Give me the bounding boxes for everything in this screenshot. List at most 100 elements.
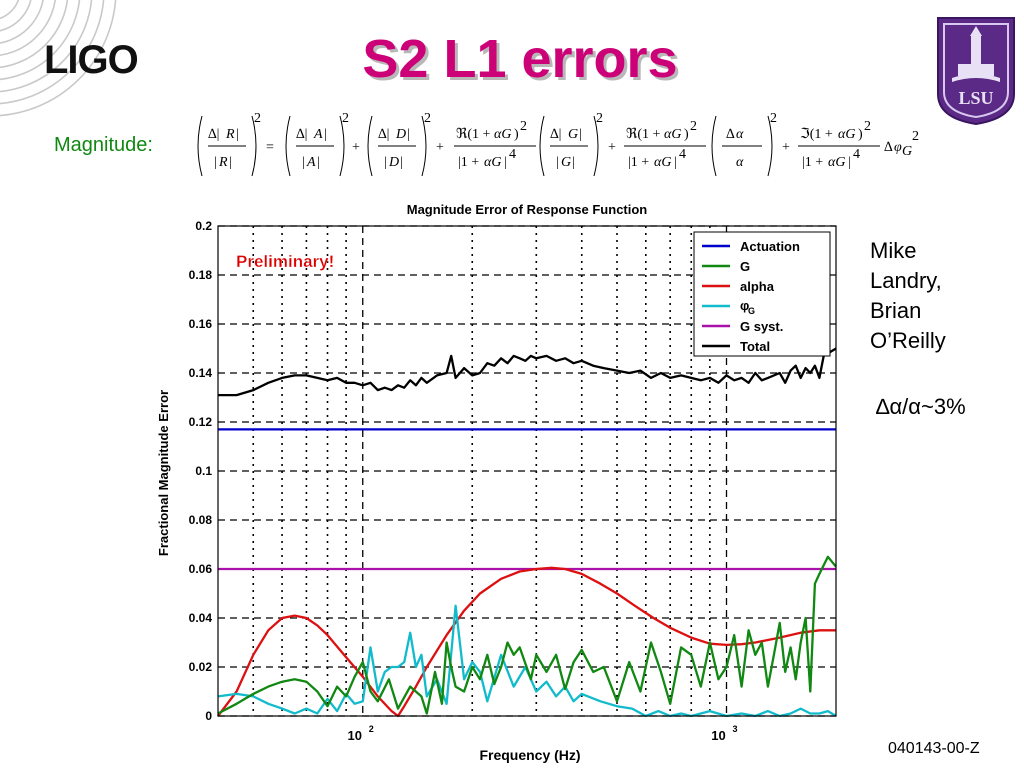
svg-text:|: | — [324, 127, 327, 142]
svg-text:|: | — [407, 127, 410, 142]
y-tick-label: 0.14 — [189, 366, 213, 380]
magnitude-label: Magnitude: — [54, 134, 153, 156]
y-tick-label: 0.16 — [189, 317, 213, 331]
legend-label: φ — [740, 298, 749, 313]
y-tick-label: 0.08 — [189, 513, 213, 527]
svg-text:∆: ∆ — [884, 140, 893, 155]
y-tick-label: 0.2 — [195, 219, 212, 233]
svg-text:ℑ(1 +: ℑ(1 + — [800, 127, 833, 142]
legend-label: Actuation — [740, 239, 800, 254]
svg-text:+: + — [608, 140, 616, 155]
svg-text:2: 2 — [424, 111, 431, 126]
svg-text:2: 2 — [342, 111, 349, 126]
svg-text:αG: αG — [828, 155, 845, 170]
svg-text:+: + — [436, 140, 444, 155]
slide-title: S2 L1 errors — [362, 29, 678, 89]
svg-text:∆|: ∆| — [550, 127, 561, 142]
lsu-seal-icon: LSU — [937, 17, 1015, 126]
series-line-total — [218, 347, 837, 397]
svg-text:|: | — [400, 155, 403, 170]
svg-text:|1 +: |1 + — [802, 155, 823, 170]
y-tick-label: 0.02 — [189, 660, 213, 674]
svg-text:|: | — [317, 155, 320, 170]
legend-label: Total — [740, 339, 770, 354]
author-line: Mike — [870, 238, 917, 263]
svg-text:|: | — [229, 155, 232, 170]
svg-text:): ) — [858, 127, 863, 142]
svg-text:4: 4 — [679, 147, 686, 162]
author-line: Landry, — [870, 268, 942, 293]
y-tick-labels: 0 0.02 0.04 0.06 0.08 0.1 0.12 0.14 0.16 0.18 0.2 — [189, 219, 213, 723]
svg-text:+: + — [352, 140, 360, 155]
series-line--g — [217, 604, 837, 718]
svg-text:G: G — [902, 144, 912, 159]
svg-text:4: 4 — [853, 147, 860, 162]
svg-text:R: R — [225, 127, 235, 142]
chart-title: Magnitude Error of Response Function — [407, 202, 648, 217]
svg-text:∆|: ∆| — [378, 127, 389, 142]
svg-text:2: 2 — [254, 111, 261, 126]
series-line-alpha — [217, 566, 836, 718]
svg-text:2: 2 — [690, 119, 697, 134]
svg-text:∆: ∆ — [726, 127, 735, 142]
svg-text:αG: αG — [654, 155, 671, 170]
y-tick-label: 0.04 — [189, 611, 213, 625]
y-axis-label: Fractional Magnitude Error — [156, 390, 171, 556]
authors: Mike Landry, Brian O’Reilly — [870, 236, 946, 356]
svg-text:G: G — [568, 127, 578, 142]
svg-text:|: | — [302, 155, 305, 170]
series-line-g — [217, 555, 837, 715]
legend-label: G — [740, 259, 750, 274]
preliminary-annotation: Preliminary! — [236, 252, 334, 271]
svg-text:=: = — [266, 140, 274, 155]
svg-text:G: G — [561, 155, 571, 170]
svg-text:αG: αG — [484, 155, 501, 170]
author-line: O’Reilly — [870, 328, 946, 353]
svg-text:2: 2 — [864, 119, 871, 134]
x-tick-exponent: 2 — [369, 724, 374, 734]
svg-text:α: α — [736, 127, 744, 142]
document-code: 040143-00-Z — [888, 740, 980, 757]
y-tick-label: 0 — [205, 709, 212, 723]
svg-text:|: | — [572, 155, 575, 170]
ligo-logo: LIGO — [44, 38, 139, 82]
svg-text:R: R — [218, 155, 228, 170]
y-tick-label: 0.06 — [189, 562, 213, 576]
svg-text:ℜ(1 +: ℜ(1 + — [626, 127, 661, 142]
legend-label: alpha — [740, 279, 775, 294]
svg-text:): ) — [684, 127, 689, 142]
svg-text:ℜ(1 +: ℜ(1 + — [456, 127, 491, 142]
legend-label-subscript: G — [748, 306, 755, 316]
seal-text: LSU — [958, 88, 993, 108]
svg-text:A: A — [313, 127, 323, 142]
svg-text:D: D — [388, 155, 399, 170]
y-tick-label: 0.1 — [195, 464, 212, 478]
legend-label: G syst. — [740, 319, 783, 334]
magnitude-error-chart: Magnitude Error of Response Function Fra… — [156, 202, 837, 763]
plot-frame — [217, 225, 837, 717]
x-tick-labels: 10 2 10 3 — [348, 724, 738, 743]
svg-text:+: + — [782, 140, 790, 155]
svg-text:|: | — [236, 127, 239, 142]
svg-text:2: 2 — [770, 111, 777, 126]
svg-text:|1 +: |1 + — [628, 155, 649, 170]
legend-box — [693, 231, 831, 357]
svg-text:|: | — [848, 155, 851, 170]
svg-text:φ: φ — [894, 140, 902, 155]
svg-text:∆|: ∆| — [208, 127, 219, 142]
svg-text:|: | — [384, 155, 387, 170]
svg-text:αG: αG — [664, 127, 681, 142]
svg-text:): ) — [514, 127, 519, 142]
x-tick-label: 10 — [348, 728, 362, 743]
svg-text:|: | — [674, 155, 677, 170]
alpha-uncertainty-note: ∆α/α~3% — [876, 394, 966, 419]
svg-text:A: A — [306, 155, 316, 170]
x-tick-label: 10 — [711, 728, 725, 743]
svg-text:α: α — [736, 155, 744, 170]
svg-text:|: | — [556, 155, 559, 170]
svg-text:2: 2 — [520, 119, 527, 134]
author-line: Brian — [870, 298, 922, 323]
y-tick-label: 0.18 — [189, 268, 213, 282]
svg-text:D: D — [395, 127, 406, 142]
